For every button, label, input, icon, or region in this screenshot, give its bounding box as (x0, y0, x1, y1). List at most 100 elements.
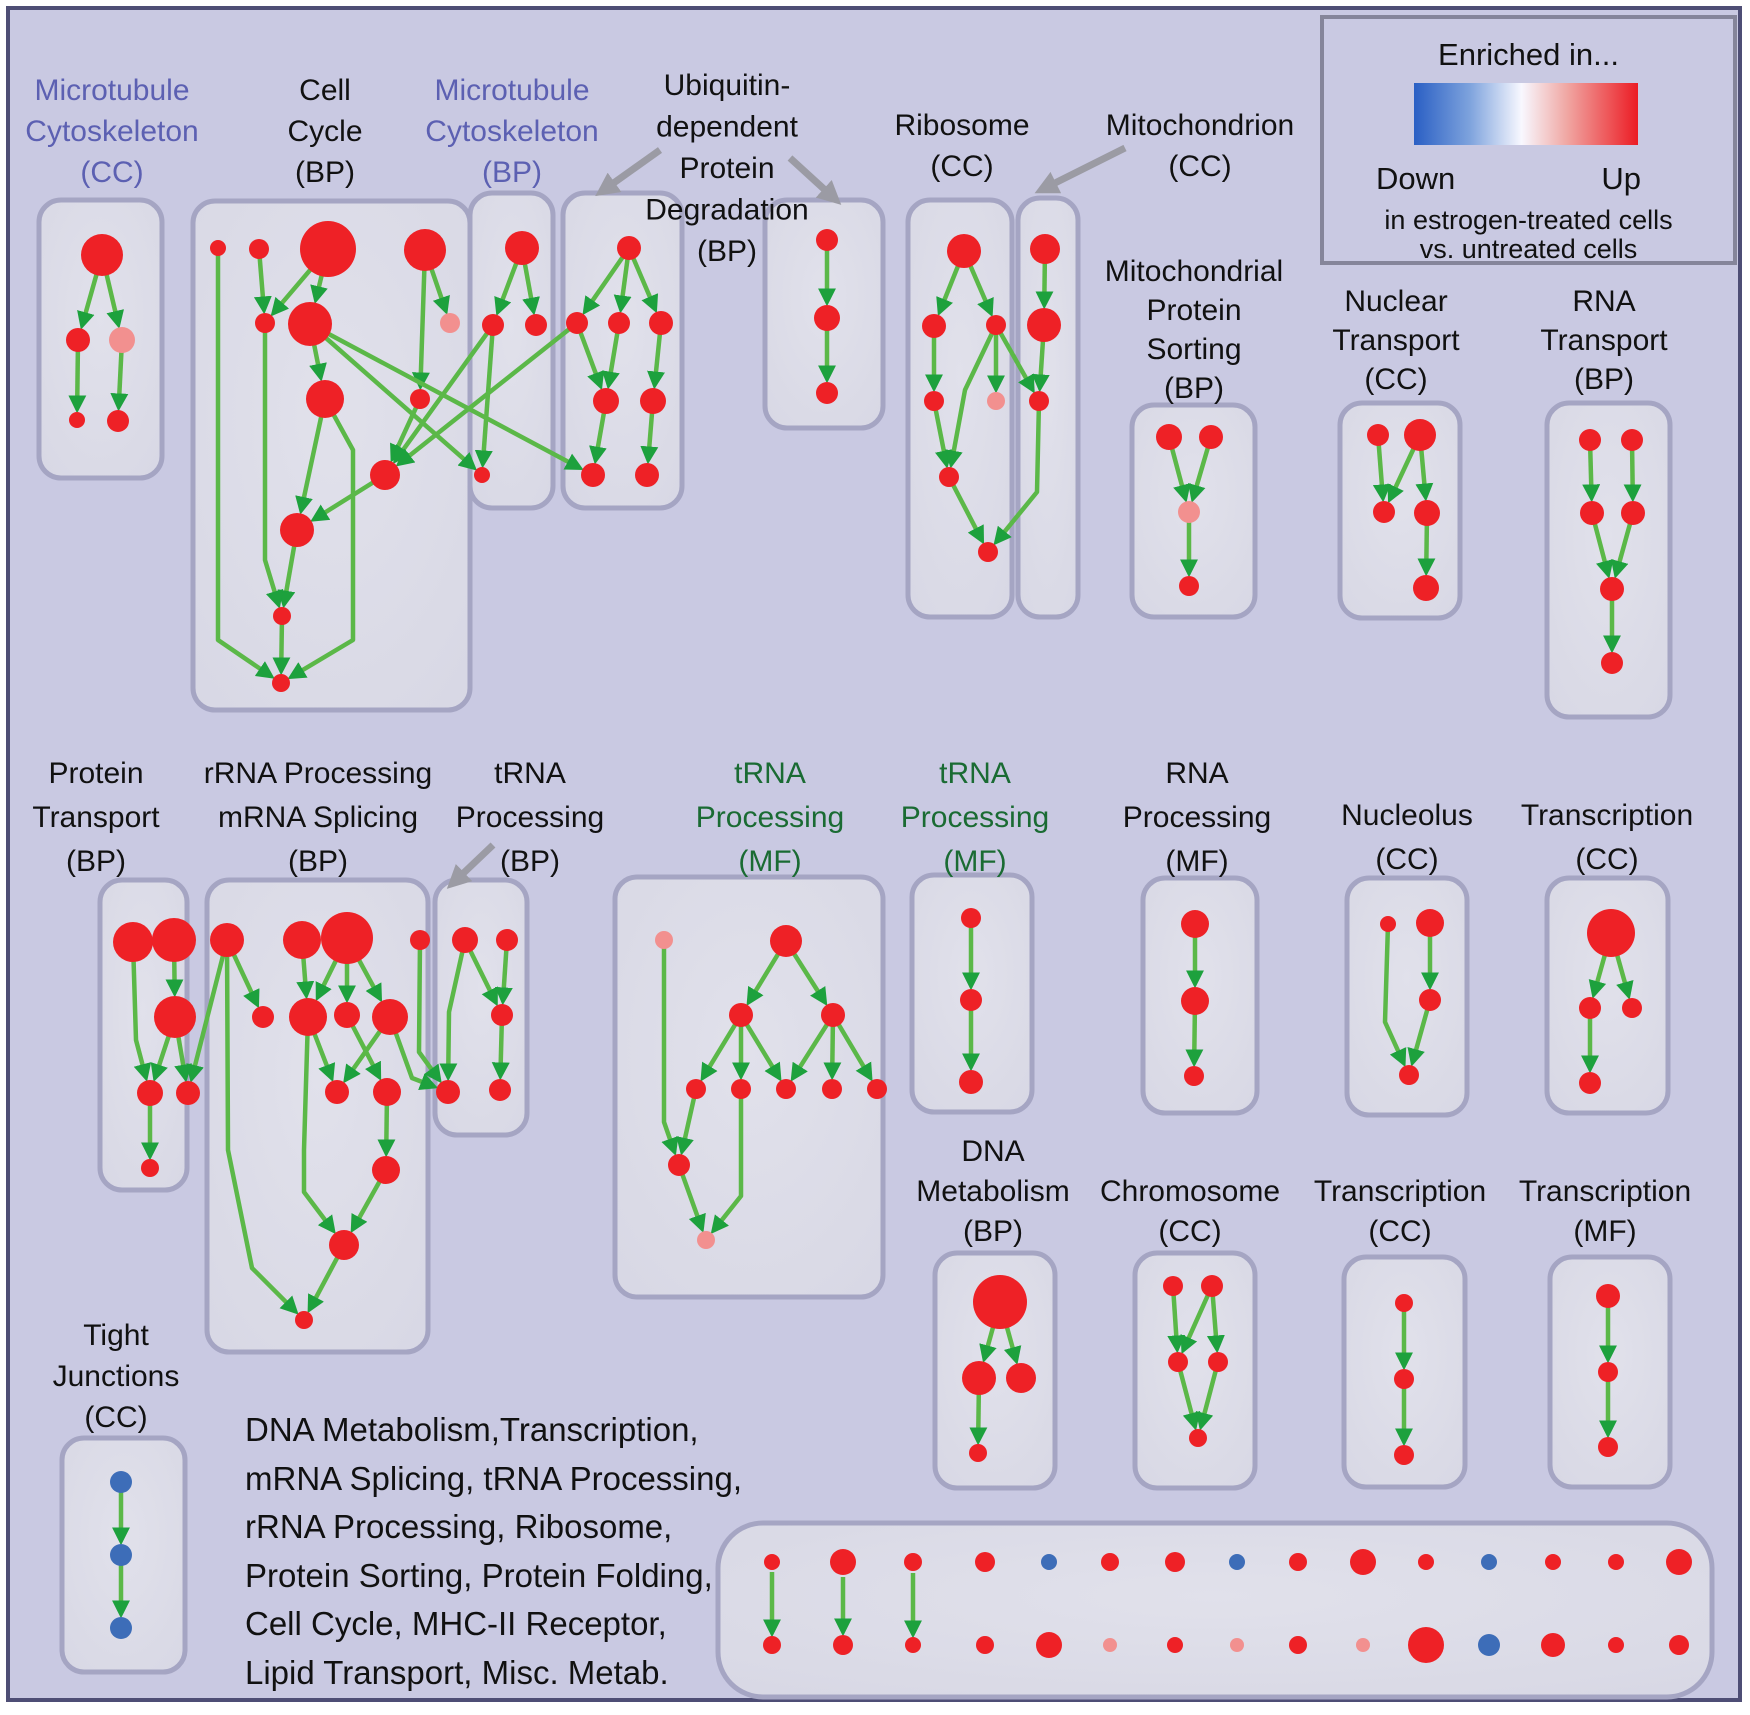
go-term-node-red (1179, 576, 1199, 596)
go-term-node-red (1167, 1637, 1183, 1653)
cluster-label-chromosome-cc: (CC) (1158, 1215, 1221, 1248)
go-term-node-red (1036, 1632, 1062, 1658)
cluster-label-protein-transport-bp: Transport (32, 801, 160, 834)
go-term-node-red (939, 467, 959, 487)
go-term-node-red (1600, 577, 1624, 601)
cluster-box-cell-cycle-bp (190, 198, 473, 713)
edge-arrow (574, 322, 605, 391)
edge-arrow (1180, 1285, 1215, 1355)
legend-title: Enriched in... (1438, 37, 1619, 72)
go-term-node-red (113, 922, 153, 962)
go-term-node-red (922, 314, 946, 338)
go-term-node-red (373, 1078, 401, 1106)
cluster-label-microtubule-cytoskeleton-bp: Cytoskeleton (425, 115, 598, 148)
go-term-node-red (1579, 997, 1601, 1019)
edge-arrow (387, 1016, 439, 1091)
go-term-node-red (1184, 1066, 1204, 1086)
go-term-node-red (986, 315, 1006, 335)
edge-arrow (831, 1013, 873, 1082)
cluster-label-tight-junctions-cc: Tight (83, 1319, 149, 1352)
go-term-node-red (410, 389, 430, 409)
cluster-label-ribosome-cc: Ribosome (894, 109, 1029, 142)
edge-arrow (1175, 1361, 1201, 1431)
cluster-label-tight-junctions-cc: Junctions (53, 1360, 180, 1393)
go-term-node-red (1027, 308, 1061, 342)
go-term-node-red (581, 463, 605, 487)
cluster-box-chromosome-cc (1132, 1250, 1258, 1491)
cluster-label-trna-processing-mf-1: tRNA (734, 757, 806, 790)
edge-arrow (947, 475, 985, 545)
go-term-node-red (566, 312, 588, 334)
edge-arrow (993, 400, 1042, 546)
go-term-node-pink (440, 313, 460, 333)
go-term-node-red (1201, 1275, 1223, 1297)
go-term-node-red (154, 996, 196, 1038)
go-term-node-red (960, 989, 982, 1011)
go-term-node-red (1419, 989, 1441, 1011)
go-term-node-red (1395, 1294, 1413, 1312)
edge-arrow (944, 324, 999, 469)
go-term-node-red (1579, 1072, 1601, 1094)
go-term-node-red (436, 1080, 460, 1104)
go-term-node-red (273, 607, 291, 625)
edge-arrow (661, 940, 679, 1156)
go-term-node-red (66, 328, 90, 352)
cluster-label-transcription-mf: Transcription (1519, 1175, 1691, 1208)
go-term-node-red (975, 1552, 995, 1572)
summary-line: DNA Metabolism,Transcription, (245, 1411, 699, 1448)
go-term-node-blue (110, 1544, 132, 1566)
go-term-node-red (1181, 910, 1209, 938)
go-term-node-red (137, 1080, 163, 1106)
cluster-label-trna-processing-mf-2: Processing (901, 801, 1049, 834)
go-term-node-red (81, 234, 123, 276)
go-term-node-red (283, 921, 321, 959)
go-term-node-red (959, 1070, 983, 1094)
legend-note-line2: vs. untreated cells (1419, 234, 1638, 264)
go-term-node-red (821, 1003, 845, 1027)
cluster-label-ubiquitin-degradation-bp-1: Protein (679, 152, 774, 185)
edge-arrow (301, 1016, 336, 1235)
go-term-node-red (1608, 1554, 1624, 1570)
cluster-label-mitochondrion-cc: (CC) (1168, 150, 1231, 183)
go-term-node-red (924, 391, 944, 411)
cluster-label-nucleolus-cc: Nucleolus (1341, 799, 1473, 832)
cluster-box-nuclear-transport-cc (1337, 400, 1463, 621)
cluster-label-ribosome-cc: (CC) (930, 150, 993, 183)
summary-line: mRNA Splicing, tRNA Processing, (245, 1459, 743, 1497)
cluster-label-ubiquitin-degradation-bp-1: (BP) (697, 235, 757, 268)
go-term-node-red (1580, 501, 1604, 525)
go-term-node-red (976, 1636, 994, 1654)
go-term-node-red (482, 314, 504, 336)
edge-arrow (186, 939, 230, 1083)
go-term-node-red (833, 1635, 853, 1655)
summary-line: Lipid Transport, Misc. Metab. (245, 1653, 669, 1691)
go-term-node-red (1545, 1554, 1561, 1570)
go-term-node-red (496, 929, 518, 951)
edge-arrow (1167, 1285, 1186, 1354)
go-term-node-red (410, 930, 430, 950)
cluster-box-microtubule-cytoskeleton-bp (467, 190, 556, 511)
go-term-node-red (1367, 424, 1389, 446)
cluster-label-microtubule-cytoskeleton-cc: Microtubule (34, 74, 189, 107)
legend-note-line1: in estrogen-treated cells (1384, 205, 1673, 235)
go-term-node-red (617, 236, 641, 260)
go-term-node-blue (110, 1617, 132, 1639)
misc-categories-box (715, 1520, 1715, 1700)
go-term-node-red (962, 1361, 996, 1395)
go-term-node-blue (1041, 1554, 1057, 1570)
cluster-label-rna-processing-mf: (MF) (1165, 845, 1228, 878)
cluster-label-transcription-cc-2: (CC) (1368, 1215, 1431, 1248)
go-term-node-blue (1478, 1634, 1500, 1656)
mitochondrion-label-arrow (1034, 144, 1127, 194)
go-term-node-red (978, 542, 998, 562)
go-term-node-red (334, 1002, 360, 1028)
go-term-node-red (830, 1549, 856, 1575)
go-term-node-red (1030, 234, 1060, 264)
ubiquitin-label-arrow-right (787, 155, 842, 205)
go-term-node-red (1006, 1363, 1036, 1393)
go-term-node-red (152, 918, 196, 962)
cluster-label-rrna-processing-mrna-splicing-bp: mRNA Splicing (218, 801, 418, 834)
go-term-node-red (1380, 916, 1396, 932)
edge-arrow (392, 323, 495, 464)
go-term-node-red (635, 463, 659, 487)
